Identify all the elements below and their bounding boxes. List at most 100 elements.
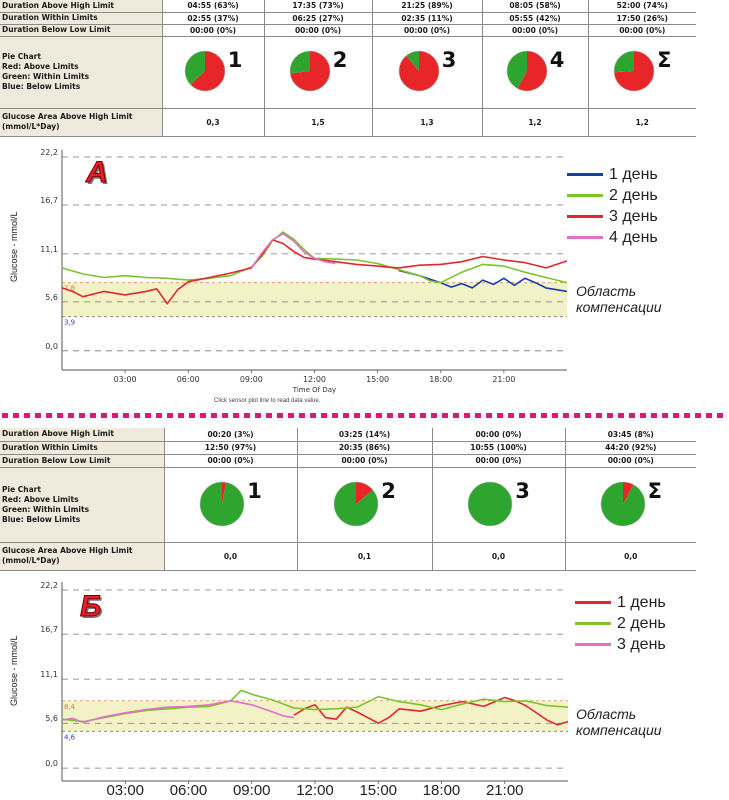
legend-swatch	[567, 194, 603, 197]
cell-value: 20:35 (86%)	[296, 441, 432, 455]
chart-a-plot[interactable]: 22,2 16,7 11,1 5,6 0,0 7,8 3,9 03:00 06:00 09:00 1…	[0, 140, 729, 410]
cell-value: 03:45 (8%)	[564, 428, 696, 442]
legend-swatch	[567, 236, 603, 239]
pie-legend-label: Pie Chart Red: Above Limits Green: Within …	[0, 467, 165, 543]
cell-value: 03:25 (14%)	[296, 428, 432, 442]
top-stats-table: Duration Above High Limit 04:55 (63%) 17:3…	[0, 0, 696, 137]
cell-value: 02:35 (11%)	[371, 12, 482, 25]
pie-legend-line: Blue: Below Limits	[2, 82, 81, 91]
chart-a-panel-letter: А	[86, 156, 109, 190]
bottom-stats-table: Duration Above High Limit 00:20 (3%) 03:25…	[0, 428, 696, 571]
pie-number: 2	[332, 48, 348, 72]
pie-wrap: 3	[398, 48, 457, 92]
cell-value: 17:35 (73%)	[263, 0, 372, 13]
pie-cell: 1	[163, 467, 297, 543]
series-line-3[interactable]	[61, 700, 295, 724]
chart-b-ylabel: Glucose - mmol/L	[9, 635, 19, 706]
series-line-3[interactable]	[61, 239, 568, 305]
pie-chart	[199, 481, 245, 526]
pie-slice-within	[200, 481, 245, 526]
pie-cell: Σ	[587, 36, 696, 109]
legend-label: 1 день	[609, 165, 658, 183]
y-tick-label: 11,1	[40, 670, 58, 679]
legend-item: 1 день	[575, 592, 666, 613]
region-line-2: компенсации	[576, 299, 662, 315]
pie-slice-above	[614, 51, 655, 91]
y-tick-label: 0,0	[45, 759, 58, 768]
bottom-row: Duration Within Limits 12:50 (97%) 20:35 (…	[0, 441, 696, 455]
legend-label: 4 день	[609, 228, 658, 246]
x-tick-label: 18:00	[429, 375, 452, 384]
row-label: Duration Within Limits	[0, 441, 165, 455]
chart-a-region-label: Область компенсации	[576, 283, 662, 315]
pie-chart	[600, 481, 645, 526]
cell-value: 00:20 (3%)	[163, 428, 297, 442]
row-label: Duration Above High Limit	[0, 428, 165, 442]
pie-cell: 4	[481, 36, 588, 109]
pie-number: 3	[441, 48, 457, 72]
pie-wrap: 2	[333, 478, 396, 527]
top-row: Duration Above High Limit 04:55 (63%) 17:3…	[0, 0, 696, 13]
area-label: Glucose Area Above High Limit (mmol/L*Day…	[0, 542, 165, 571]
pie-slice-above	[622, 481, 634, 504]
series-line-4[interactable]	[250, 233, 336, 269]
area-label-line: (mmol/L*Day)	[2, 122, 60, 131]
cell-value: 12:50 (97%)	[163, 441, 297, 455]
legend-label: 2 день	[609, 186, 658, 204]
bottom-row: Duration Above High Limit 00:20 (3%) 03:25…	[0, 428, 696, 442]
x-tick-label: 12:00	[303, 375, 326, 384]
y-tick-label: 22,2	[40, 581, 58, 590]
cell-value: 21:25 (89%)	[371, 0, 482, 13]
pie-slice-within	[184, 51, 205, 85]
cell-value: 00:00 (0%)	[296, 454, 432, 468]
area-value: 0,0	[163, 542, 297, 571]
pie-legend-line: Blue: Below Limits	[2, 514, 81, 524]
high-limit-label: 8,4	[64, 703, 76, 711]
pie-chart	[613, 50, 655, 92]
y-tick-label: 5,6	[45, 293, 58, 302]
top-area-row: Glucose Area Above High Limit (mmol/L*Day…	[0, 108, 696, 137]
legend-item: 3 день	[575, 634, 666, 655]
legend-swatch	[575, 622, 611, 625]
pie-number: 2	[381, 478, 396, 503]
pie-slice-within	[614, 51, 635, 73]
x-tick-label: 09:00	[233, 782, 271, 799]
y-tick-label: 0,0	[45, 342, 58, 351]
cell-value: 00:00 (0%)	[263, 24, 372, 37]
x-tick-label: 03:00	[106, 782, 144, 799]
pie-wrap: 4	[506, 48, 565, 92]
pie-legend-label: Pie Chart Red: Above Limits Green: Within …	[0, 36, 163, 109]
series-line-1[interactable]	[398, 269, 568, 293]
pie-wrap: 1	[184, 50, 242, 92]
chart-b-legend: 1 день 2 день 3 день	[575, 592, 666, 655]
chart-b: 22,2 16,7 11,1 5,6 0,0 8,4 4,6 03:00 06:00 09:00 1…	[0, 576, 729, 800]
pie-number: 4	[549, 48, 565, 72]
series-line-1[interactable]	[293, 696, 569, 726]
y-tick-label: 16,7	[40, 625, 58, 634]
area-value: 1,2	[587, 108, 696, 137]
top-row: Duration Below Low Limit 00:00 (0%) 00:00 …	[0, 24, 696, 37]
pie-cell: 3	[371, 36, 482, 109]
pie-slice-within	[506, 51, 527, 89]
cell-value: 00:00 (0%)	[161, 24, 264, 37]
area-label-line: Glucose Area Above High Limit	[2, 546, 133, 555]
pie-chart	[506, 50, 547, 92]
series-line-2[interactable]	[61, 231, 568, 284]
series-line-2[interactable]	[61, 689, 569, 723]
chart-b-plot[interactable]: 22,2 16,7 11,1 5,6 0,0 8,4 4,6 03:00 06:00 09:00 1…	[0, 576, 729, 800]
pie-legend-line: Red: Above Limits	[2, 62, 79, 71]
cell-value: 00:00 (0%)	[431, 454, 565, 468]
legend-item: 1 день	[567, 164, 658, 185]
cell-value: 00:00 (0%)	[431, 428, 565, 442]
x-tick-label: 18:00	[423, 782, 461, 799]
row-label: Duration Above High Limit	[0, 0, 163, 13]
legend-label: 3 день	[609, 207, 658, 225]
area-value: 0,0	[564, 542, 696, 571]
cell-value: 52:00 (74%)	[587, 0, 696, 13]
x-tick-label: 12:00	[296, 782, 334, 799]
area-value: 1,5	[263, 108, 372, 137]
x-tick-label: 03:00	[114, 375, 137, 384]
x-tick-label: 21:00	[486, 782, 524, 799]
pie-cell: 3	[431, 467, 565, 543]
row-label: Duration Within Limits	[0, 12, 163, 25]
